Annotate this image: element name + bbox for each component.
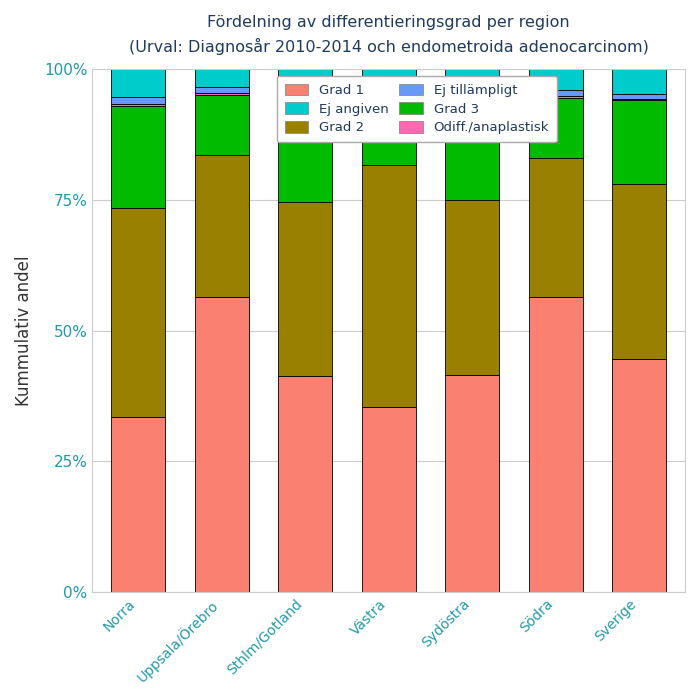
Bar xyxy=(278,202,332,376)
Bar xyxy=(445,69,499,89)
Bar xyxy=(445,95,499,200)
Legend: Grad 1, Ej angiven, Grad 2, Ej tillämpligt, Grad 3, Odiff./anaplastisk: Grad 1, Ej angiven, Grad 2, Ej tillämpli… xyxy=(276,76,557,142)
Bar xyxy=(111,69,165,97)
Bar xyxy=(362,69,416,94)
Bar xyxy=(278,106,332,202)
Bar xyxy=(278,99,332,104)
Bar xyxy=(612,184,666,359)
Bar xyxy=(278,69,332,99)
Bar xyxy=(195,155,249,297)
Bar xyxy=(612,101,666,184)
Bar xyxy=(612,359,666,592)
Bar xyxy=(528,97,583,98)
Bar xyxy=(445,375,499,592)
Bar xyxy=(195,93,249,95)
Bar xyxy=(362,165,416,407)
Bar xyxy=(111,104,165,106)
Bar xyxy=(111,106,165,208)
Bar xyxy=(362,100,416,165)
Bar xyxy=(445,93,499,95)
Bar xyxy=(111,417,165,592)
Bar xyxy=(445,89,499,93)
Bar xyxy=(278,376,332,592)
Bar xyxy=(111,97,165,104)
Bar xyxy=(528,90,583,97)
Bar xyxy=(445,200,499,375)
Bar xyxy=(195,95,249,155)
Bar xyxy=(362,99,416,100)
Bar xyxy=(195,69,249,87)
Bar xyxy=(362,407,416,592)
Bar xyxy=(111,208,165,417)
Bar xyxy=(528,69,583,90)
Title: Fördelning av differentieringsgrad per region
(Urval: Diagnosår 2010-2014 och en: Fördelning av differentieringsgrad per r… xyxy=(129,15,649,55)
Bar xyxy=(612,94,666,99)
Bar xyxy=(195,297,249,592)
Bar xyxy=(528,297,583,592)
Bar xyxy=(362,94,416,99)
Bar xyxy=(612,99,666,101)
Y-axis label: Kummulativ andel: Kummulativ andel xyxy=(15,256,33,406)
Bar xyxy=(278,104,332,106)
Bar xyxy=(195,87,249,93)
Bar xyxy=(612,69,666,94)
Bar xyxy=(528,98,583,158)
Bar xyxy=(528,158,583,297)
